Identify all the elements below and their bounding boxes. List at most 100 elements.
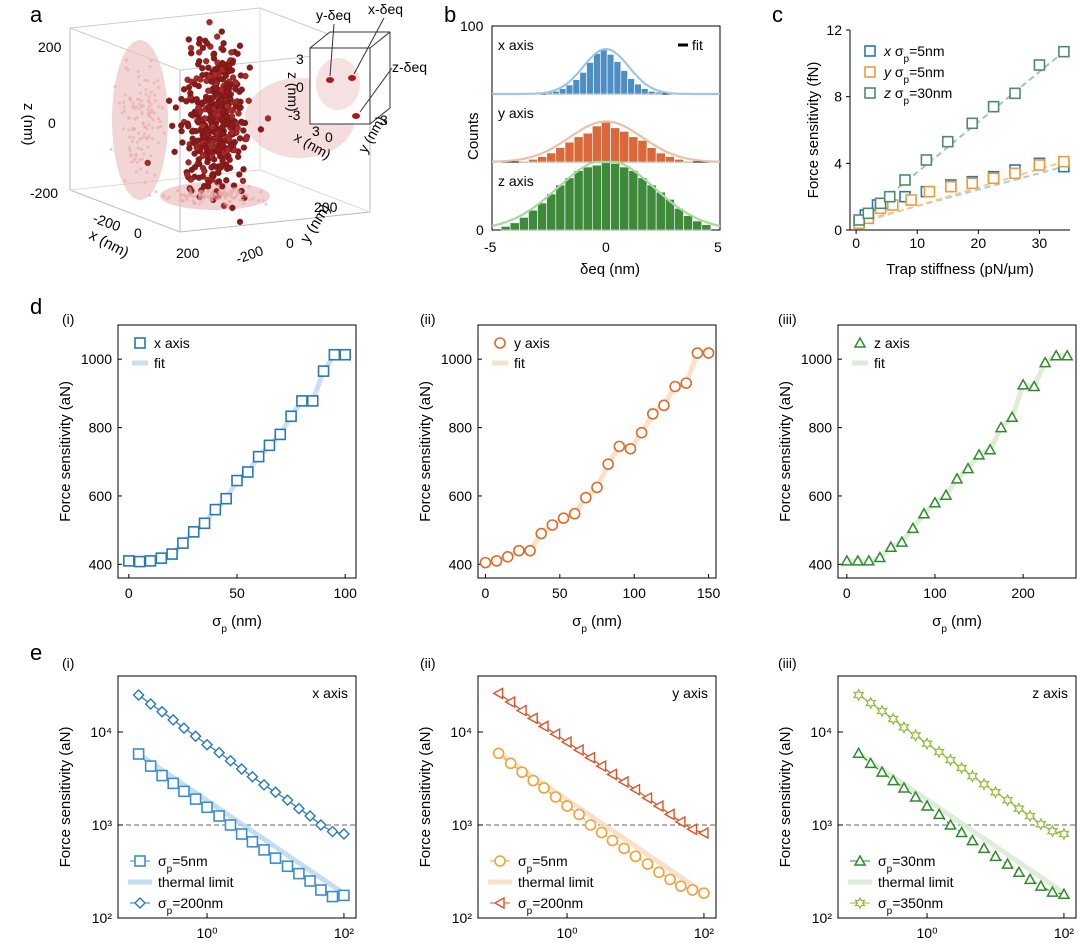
cloud-particle bbox=[201, 98, 209, 105]
d-data-point bbox=[702, 347, 715, 359]
cloud-particle bbox=[209, 94, 217, 101]
yz-projection-point bbox=[148, 64, 152, 68]
c-data-point bbox=[899, 174, 911, 186]
e-data-point bbox=[909, 728, 922, 742]
e-data-point bbox=[864, 696, 877, 710]
yz-projection-point bbox=[135, 140, 140, 144]
yz-projection-point bbox=[109, 147, 113, 151]
e-data-point bbox=[664, 873, 676, 886]
cloud-particle bbox=[180, 86, 188, 93]
e-legend-label: σp=200nm bbox=[158, 895, 223, 917]
hist-bar bbox=[640, 88, 649, 95]
e-data-point bbox=[955, 825, 968, 838]
d-data-point bbox=[252, 450, 265, 463]
xy-projection-point bbox=[189, 194, 193, 198]
hist-bar bbox=[664, 156, 675, 163]
c-data-point bbox=[941, 135, 954, 148]
d-ytick-label: 600 bbox=[449, 488, 473, 504]
xy-projection-point bbox=[180, 193, 184, 197]
panel-d-i: 400 600 800 1000 0 50 100 σp (nm) Force sensitiv… bbox=[57, 324, 358, 635]
cloud-particle bbox=[231, 146, 238, 154]
hist-fit-curve bbox=[491, 120, 721, 163]
panel-a-3d-scatter: 200 0 -200 z (nm) -200 0 200 x (nm) -200… bbox=[20, 1, 427, 267]
yz-projection-point bbox=[128, 149, 132, 153]
e-legend-label: σp=5nm bbox=[518, 853, 568, 875]
c-data-point bbox=[1009, 87, 1021, 100]
hist-bar bbox=[579, 72, 587, 95]
c-legend-marker bbox=[864, 66, 876, 78]
e-data-point bbox=[1035, 817, 1047, 831]
c-data-point bbox=[987, 100, 1000, 113]
xy-projection-point bbox=[227, 203, 231, 208]
inset-pointer-y bbox=[329, 23, 335, 77]
xy-projection-point bbox=[210, 189, 214, 193]
d-data-point bbox=[972, 448, 986, 460]
d-data-point bbox=[624, 442, 637, 455]
e-data-point bbox=[132, 748, 145, 760]
e-data-point bbox=[641, 858, 654, 870]
d-ytick-label: 800 bbox=[809, 420, 833, 436]
hist-bar bbox=[634, 83, 642, 95]
yz-projection-point bbox=[149, 115, 153, 119]
inset-z-marker bbox=[352, 113, 360, 119]
e-data-point bbox=[315, 884, 327, 896]
hist-bar bbox=[627, 78, 635, 95]
xy-projection-point bbox=[235, 187, 239, 191]
panel-b-histograms: x axis y axis z axis fit 100 0 Counts -5… bbox=[460, 18, 722, 278]
cloud-particle bbox=[210, 51, 217, 58]
c-fit-line bbox=[858, 160, 1065, 225]
cloud-particle bbox=[226, 135, 233, 143]
yz-projection-point bbox=[129, 154, 133, 158]
e-data-point bbox=[652, 799, 664, 813]
cloud-particle bbox=[246, 64, 253, 71]
d-data-point bbox=[479, 556, 492, 569]
d-data-point bbox=[198, 517, 211, 530]
yz-projection-point bbox=[142, 152, 146, 156]
yz-projection-point bbox=[143, 131, 147, 136]
e-ylabel: Force sensitivity (aN) bbox=[417, 727, 434, 868]
d-ytick-label: 1000 bbox=[81, 351, 112, 367]
xy-projection-point bbox=[192, 201, 196, 205]
cloud-particle bbox=[199, 122, 206, 130]
cloud-particle bbox=[240, 144, 248, 151]
yz-projection-point bbox=[158, 120, 162, 124]
yz-projection-point bbox=[150, 137, 155, 141]
d-xtick-label: 100 bbox=[334, 585, 358, 601]
d-data-point bbox=[144, 555, 157, 567]
d-data-point bbox=[851, 554, 865, 566]
cloud-particle bbox=[240, 166, 247, 173]
cloud-particle bbox=[191, 81, 198, 88]
d-ytick-label: 800 bbox=[449, 420, 473, 436]
d-ylabel: Force sensitivity (aN) bbox=[777, 381, 794, 522]
e-xtick-label: 10⁰ bbox=[196, 925, 218, 941]
b-ylabel: Counts bbox=[465, 112, 482, 160]
yz-projection-point bbox=[144, 92, 148, 96]
e-frame bbox=[477, 675, 717, 919]
cloud-particle bbox=[184, 120, 191, 127]
e-data-point bbox=[269, 852, 282, 864]
e-frame bbox=[117, 675, 357, 919]
e-data-point bbox=[235, 763, 248, 775]
d-data-point bbox=[546, 519, 559, 531]
yz-projection-point bbox=[149, 108, 153, 112]
d-data-point bbox=[602, 458, 614, 470]
hist-bar bbox=[610, 127, 620, 163]
yz-projection-point bbox=[132, 159, 136, 163]
d-frame bbox=[837, 324, 1077, 579]
e-data-point bbox=[304, 809, 317, 822]
d-data-point bbox=[669, 380, 681, 393]
cloud-particle bbox=[236, 171, 243, 178]
cloud-particle bbox=[211, 156, 218, 163]
c-data-point bbox=[945, 180, 957, 193]
xy-projection-point bbox=[238, 198, 242, 202]
yz-projection-point bbox=[113, 84, 117, 88]
e-data-point bbox=[966, 769, 979, 783]
xy-projection-point bbox=[197, 202, 201, 206]
cloud-particle bbox=[206, 19, 213, 26]
d-xtick-label: 0 bbox=[125, 585, 133, 601]
yz-projection-point bbox=[151, 118, 155, 122]
xy-projection-point bbox=[176, 188, 180, 193]
cloud-particle bbox=[196, 35, 203, 43]
c-xtick-label: 0 bbox=[852, 235, 860, 251]
xy-projection-point bbox=[204, 194, 208, 198]
